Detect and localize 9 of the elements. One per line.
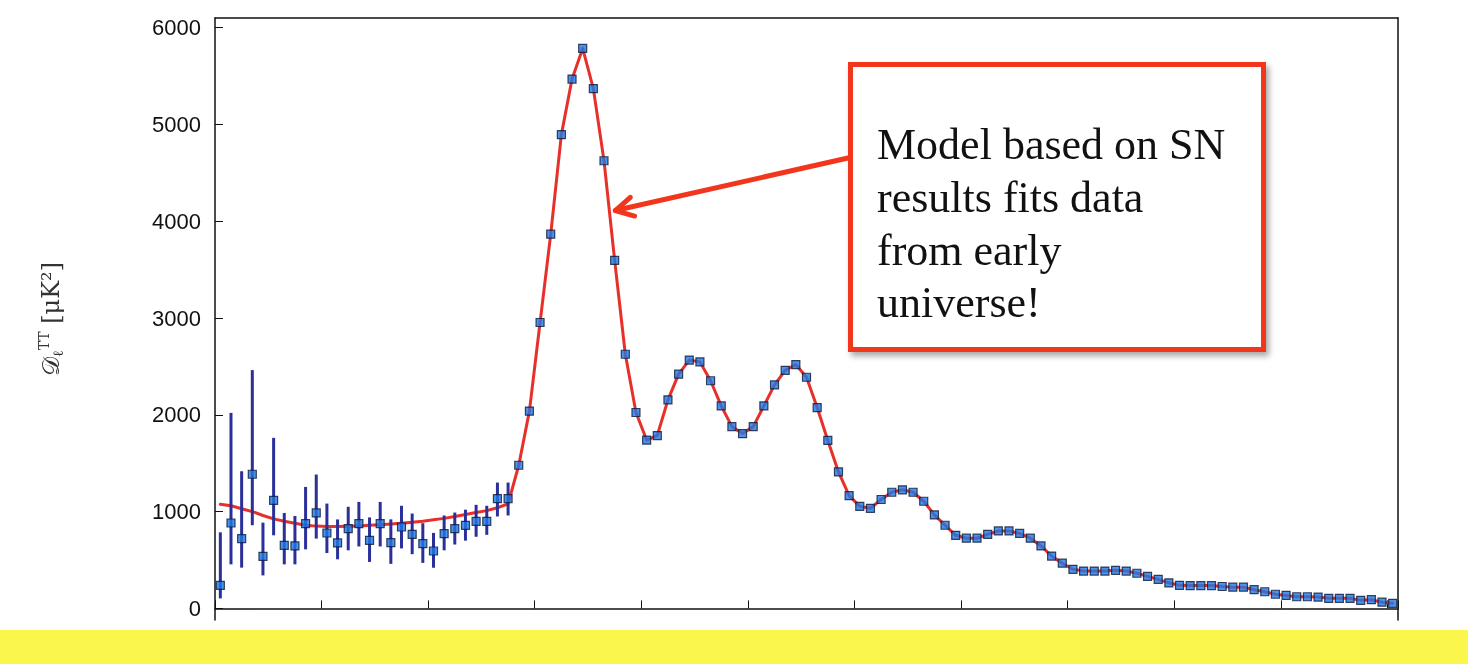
y-tick-label: 4000 — [152, 208, 201, 234]
y-tick-label: 5000 — [152, 111, 201, 137]
y-tick-label: 2000 — [152, 402, 201, 428]
y-tick-label: 1000 — [152, 499, 201, 525]
y-tick-label: 0 — [188, 595, 201, 621]
y-tick-label: 6000 — [152, 15, 201, 41]
y-axis-title: 𝒟ℓTT [μK²] — [36, 261, 66, 377]
y-tick-label: 3000 — [152, 305, 201, 331]
note-box: Model based on SN results fits data from early universe! — [848, 62, 1266, 352]
